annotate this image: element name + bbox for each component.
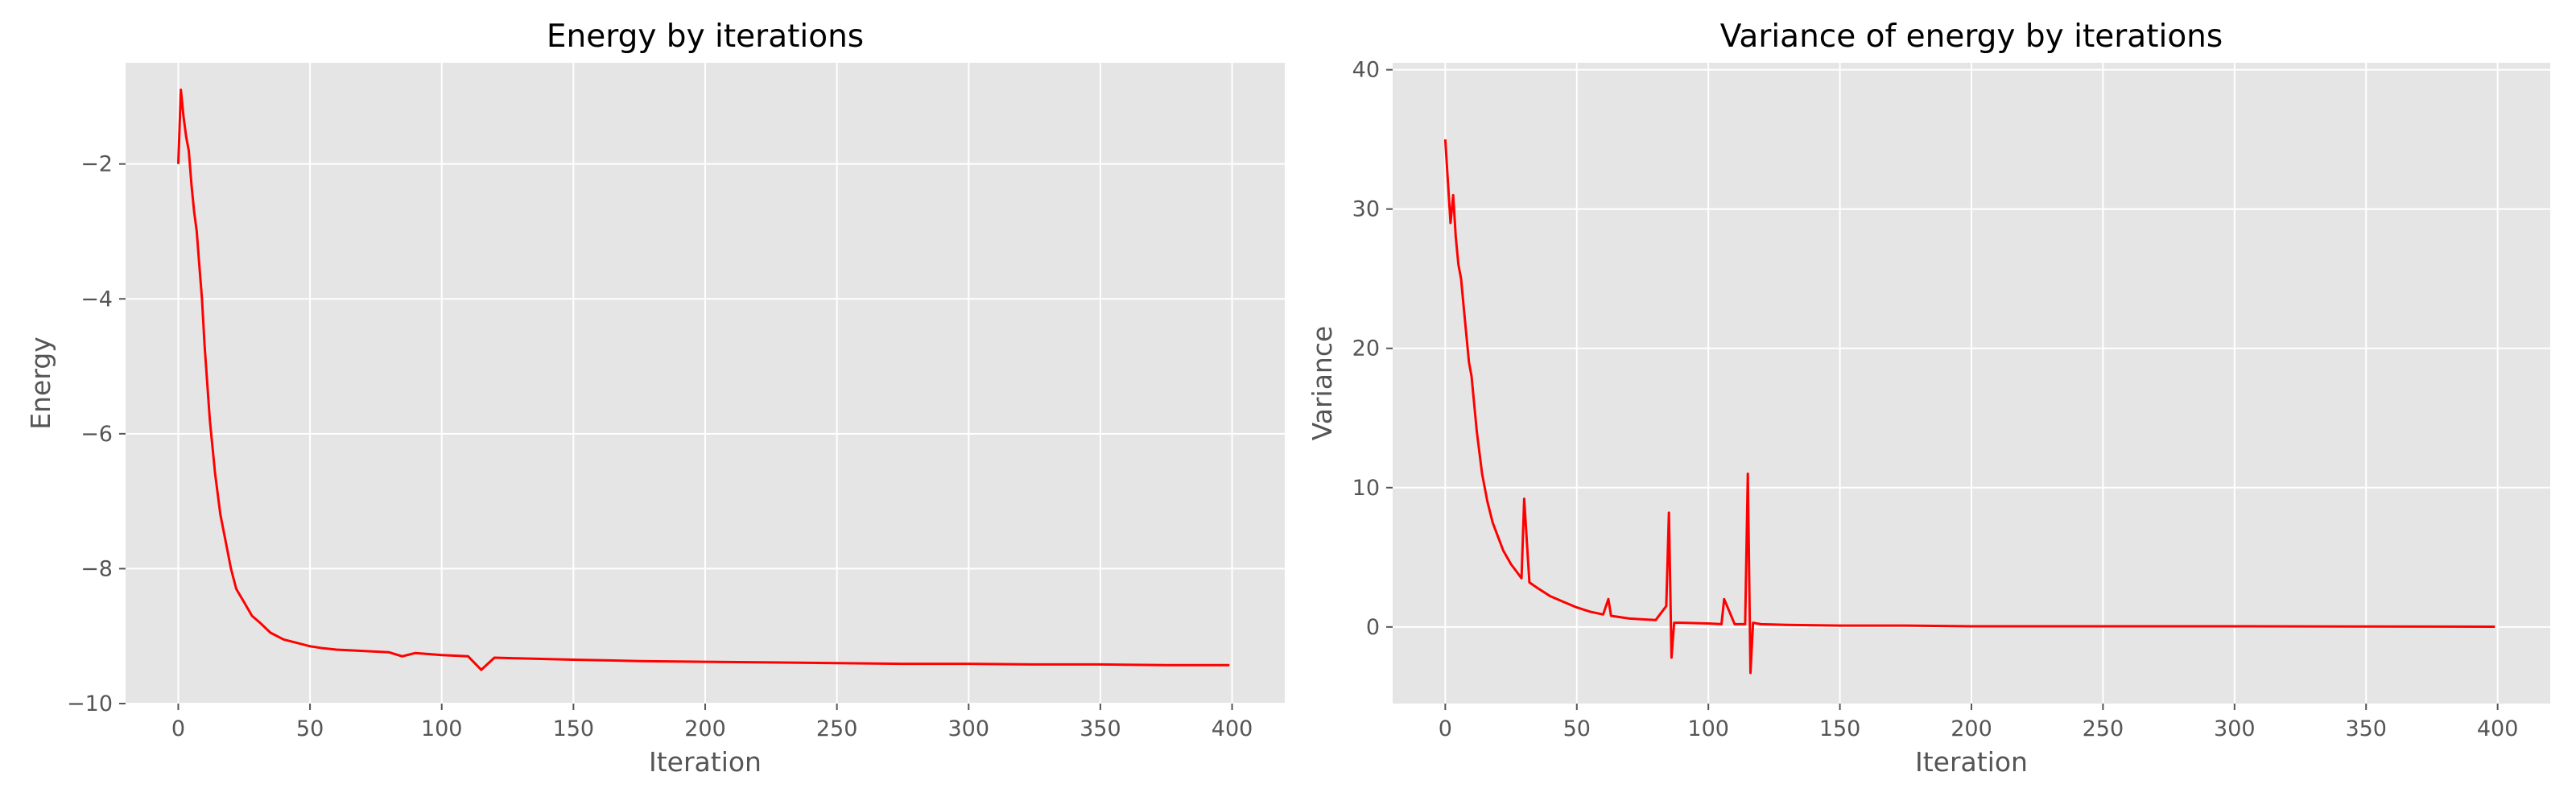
y-tick-label: −2 (80, 152, 113, 177)
y-tick-label: −4 (80, 287, 113, 312)
series-line (1443, 139, 2496, 675)
chart-title: Variance of energy by iterations (1720, 19, 2223, 55)
chart-1: 0 50 100 150 200 250 300 350 400 −10 −8 −6 −4 −2 Energ… (25, 19, 1285, 778)
x-tick-label: 300 (947, 716, 989, 741)
x-tick-label: 150 (1819, 716, 1861, 741)
x-tick-label: 250 (816, 716, 858, 741)
y-axis-label: Variance (1307, 326, 1338, 441)
y-tick-label: 30 (1352, 197, 1380, 222)
x-tick-label: 50 (1563, 716, 1591, 741)
chart-title: Energy by iterations (547, 19, 864, 55)
x-tick-label: 0 (1439, 716, 1452, 741)
x-tick-label: 200 (1951, 716, 1992, 741)
y-tick-label: 10 (1352, 476, 1380, 501)
x-tick-label: 100 (1687, 716, 1729, 741)
y-tick-label: 40 (1352, 58, 1380, 83)
series-line (177, 89, 1230, 671)
y-axis-label: Energy (25, 336, 56, 430)
x-tick-label: 350 (1080, 716, 1121, 741)
x-tick-label: 350 (2345, 716, 2387, 741)
chart-2: 0 50 100 150 200 250 300 350 400 0 10 20 30 40 Varianc… (1307, 19, 2550, 778)
x-axis-label: Iteration (1915, 746, 2028, 778)
x-tick-label: 250 (2083, 716, 2124, 741)
y-tick-label: −10 (67, 691, 113, 716)
x-axis-label: Iteration (649, 746, 762, 778)
y-tick-label: −8 (80, 556, 113, 581)
x-tick-label: 0 (171, 716, 185, 741)
y-tick-label: 20 (1352, 336, 1380, 361)
x-tick-label: 200 (684, 716, 726, 741)
x-tick-label: 50 (296, 716, 324, 741)
x-tick-label: 300 (2214, 716, 2256, 741)
x-tick-label: 400 (1212, 716, 1253, 741)
x-tick-label: 100 (421, 716, 463, 741)
y-tick-label: −6 (80, 422, 113, 447)
y-tick-label: 0 (1366, 615, 1380, 640)
x-tick-label: 150 (553, 716, 595, 741)
x-tick-label: 400 (2477, 716, 2519, 741)
